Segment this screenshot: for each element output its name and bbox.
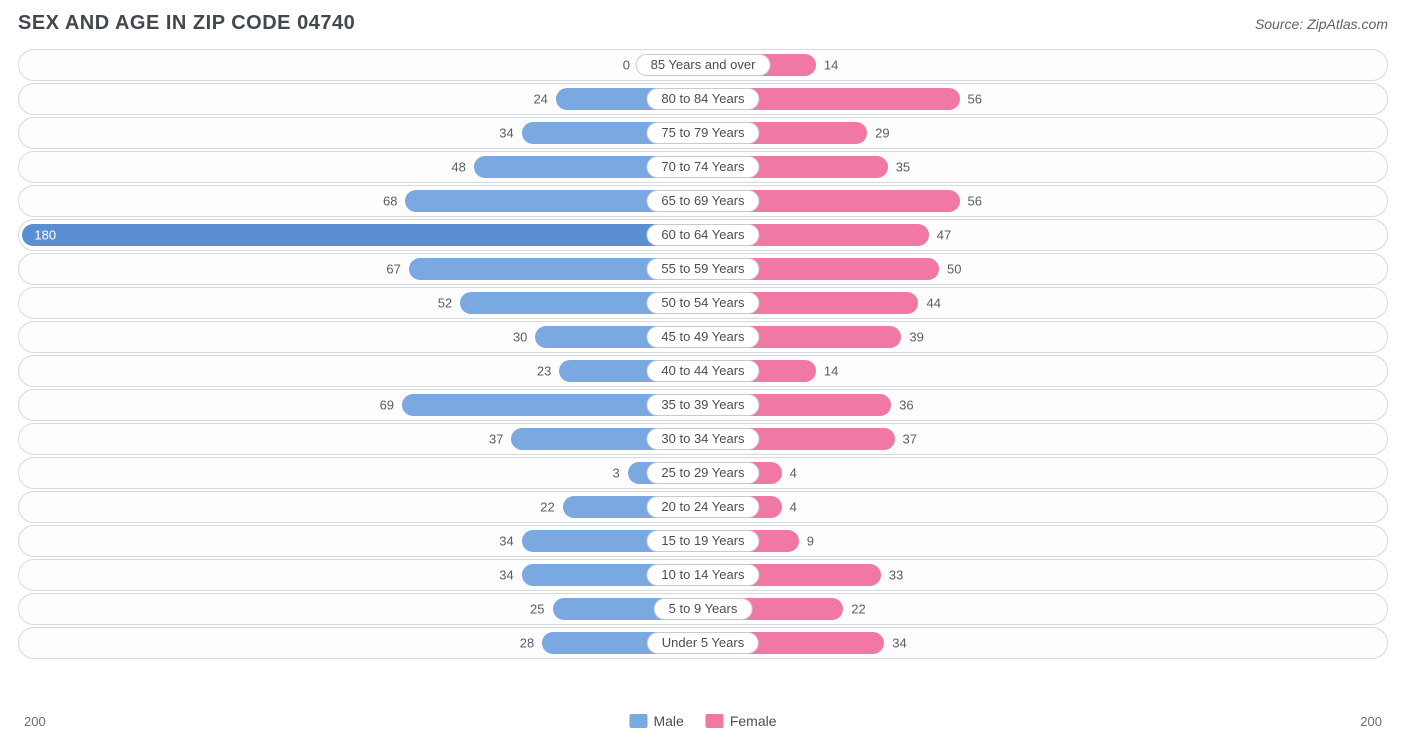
value-label-female: 14 (824, 364, 838, 379)
row-category-label: 60 to 64 Years (646, 224, 759, 246)
row-category-label: 80 to 84 Years (646, 88, 759, 110)
legend-item-male: Male (629, 713, 683, 729)
row-category-label: 20 to 24 Years (646, 496, 759, 518)
value-label-female: 47 (937, 228, 951, 243)
chart-row: 15 to 19 Years 34 9 (18, 525, 1388, 557)
row-category-label: 55 to 59 Years (646, 258, 759, 280)
chart-row: Under 5 Years 28 34 (18, 627, 1388, 659)
legend-label-male: Male (653, 713, 683, 729)
chart-row: 5 to 9 Years 25 22 (18, 593, 1388, 625)
value-label-male: 37 (489, 432, 503, 447)
value-label-male: 22 (540, 500, 554, 515)
value-label-male: 28 (520, 636, 534, 651)
chart-row: 45 to 49 Years 30 39 (18, 321, 1388, 353)
chart-row: 75 to 79 Years 34 29 (18, 117, 1388, 149)
row-category-label: 35 to 39 Years (646, 394, 759, 416)
chart-row: 70 to 74 Years 48 35 (18, 151, 1388, 183)
value-label-male: 3 (613, 466, 620, 481)
value-label-female: 9 (807, 534, 814, 549)
value-label-female: 33 (889, 568, 903, 583)
chart-row: 25 to 29 Years 3 4 (18, 457, 1388, 489)
row-category-label: 25 to 29 Years (646, 462, 759, 484)
value-label-female: 29 (875, 126, 889, 141)
value-label-female: 50 (947, 262, 961, 277)
value-label-female: 56 (968, 194, 982, 209)
axis-max-left: 200 (24, 714, 46, 729)
value-label-male: 69 (380, 398, 394, 413)
value-label-female: 4 (790, 466, 797, 481)
value-label-female: 39 (909, 330, 923, 345)
value-label-female: 56 (968, 92, 982, 107)
value-label-female: 37 (903, 432, 917, 447)
value-label-male: 67 (386, 262, 400, 277)
row-category-label: 75 to 79 Years (646, 122, 759, 144)
chart-row: 30 to 34 Years 37 37 (18, 423, 1388, 455)
chart-row: 65 to 69 Years 68 56 (18, 185, 1388, 217)
row-category-label: Under 5 Years (647, 632, 759, 654)
row-category-label: 40 to 44 Years (646, 360, 759, 382)
value-label-male: 48 (451, 160, 465, 175)
chart-row: 60 to 64 Years 180 47 (18, 219, 1388, 251)
value-label-male: 52 (438, 296, 452, 311)
value-label-female: 34 (892, 636, 906, 651)
value-label-male: 180 (34, 228, 56, 243)
legend-item-female: Female (706, 713, 777, 729)
chart-area: 85 Years and over 0 14 80 to 84 Years 24 56 75… (18, 49, 1388, 703)
value-label-male: 68 (383, 194, 397, 209)
chart-row: 85 Years and over 0 14 (18, 49, 1388, 81)
value-label-male: 30 (513, 330, 527, 345)
value-label-female: 36 (899, 398, 913, 413)
value-label-male: 24 (533, 92, 547, 107)
value-label-male: 34 (499, 568, 513, 583)
row-category-label: 65 to 69 Years (646, 190, 759, 212)
row-category-label: 5 to 9 Years (654, 598, 753, 620)
chart-title: SEX AND AGE IN ZIP CODE 04740 (18, 12, 355, 35)
value-label-male: 34 (499, 126, 513, 141)
chart-row: 50 to 54 Years 52 44 (18, 287, 1388, 319)
value-label-female: 4 (790, 500, 797, 515)
chart-row: 80 to 84 Years 24 56 (18, 83, 1388, 115)
swatch-female (706, 714, 724, 728)
value-label-male: 34 (499, 534, 513, 549)
chart-row: 55 to 59 Years 67 50 (18, 253, 1388, 285)
value-label-male: 23 (537, 364, 551, 379)
value-label-female: 44 (926, 296, 940, 311)
row-category-label: 10 to 14 Years (646, 564, 759, 586)
row-category-label: 30 to 34 Years (646, 428, 759, 450)
value-label-female: 22 (851, 602, 865, 617)
chart-row: 20 to 24 Years 22 4 (18, 491, 1388, 523)
legend-label-female: Female (730, 713, 777, 729)
value-label-female: 14 (824, 58, 838, 73)
legend: Male Female (629, 713, 776, 729)
bar-male (22, 224, 703, 246)
value-label-female: 35 (896, 160, 910, 175)
row-category-label: 50 to 54 Years (646, 292, 759, 314)
row-category-label: 45 to 49 Years (646, 326, 759, 348)
chart-header: SEX AND AGE IN ZIP CODE 04740 Source: Zi… (18, 12, 1388, 35)
chart-row: 10 to 14 Years 34 33 (18, 559, 1388, 591)
axis-max-right: 200 (1360, 714, 1382, 729)
row-category-label: 85 Years and over (636, 54, 771, 76)
value-label-male: 25 (530, 602, 544, 617)
chart-source: Source: ZipAtlas.com (1255, 16, 1388, 32)
chart-footer: 200 Male Female 200 (18, 709, 1388, 733)
row-category-label: 15 to 19 Years (646, 530, 759, 552)
row-category-label: 70 to 74 Years (646, 156, 759, 178)
swatch-male (629, 714, 647, 728)
chart-row: 40 to 44 Years 23 14 (18, 355, 1388, 387)
value-label-male: 0 (623, 58, 630, 73)
chart-row: 35 to 39 Years 69 36 (18, 389, 1388, 421)
